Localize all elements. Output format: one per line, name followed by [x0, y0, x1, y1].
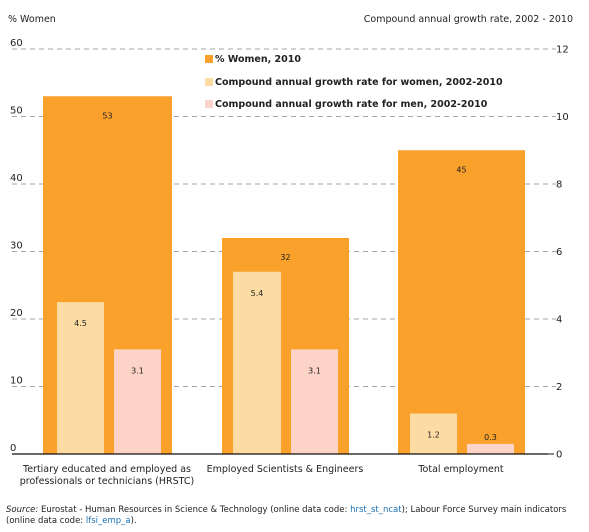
right-tick-label: 4 — [556, 315, 562, 326]
legend-swatch — [205, 55, 213, 63]
right-tick-label: 10 — [556, 112, 569, 123]
left-tick-label: 50 — [10, 106, 23, 117]
left-tick-label: 40 — [10, 173, 23, 184]
left-axis-title: % Women — [8, 14, 56, 25]
category-label: Tertiary educated and employed as — [22, 464, 191, 475]
data-label-women-share: 32 — [280, 253, 290, 262]
left-tick-label: 0 — [10, 443, 16, 454]
source-link-2[interactable]: lfsi_emp_a — [85, 516, 131, 526]
right-tick-label: 0 — [556, 450, 562, 461]
source-text-2: ); Labour Force Survey main indicators — [401, 505, 567, 515]
data-label-women-share: 45 — [456, 165, 466, 174]
source-text-3: (online data code: — [6, 516, 86, 526]
bar-growth-women — [57, 302, 104, 454]
bar-growth-women — [410, 413, 457, 454]
legend-label: % Women, 2010 — [215, 54, 301, 65]
right-tick-label: 8 — [556, 180, 562, 191]
legend-swatch — [205, 100, 213, 108]
bar-growth-men — [467, 443, 514, 454]
left-tick-label: 30 — [10, 241, 23, 252]
source-link-1[interactable]: hrst_st_ncat — [350, 505, 402, 515]
data-label-growth-women: 5.4 — [251, 289, 264, 298]
right-tick-label: 12 — [556, 45, 569, 56]
left-tick-label: 10 — [10, 376, 23, 387]
bar-growth-women — [233, 271, 281, 454]
plot-area: 0 10 20 30 40 50 60 0 2 4 6 8 10 12 53 4.5 3.1 32 5.4 3.1 45… — [10, 38, 569, 487]
data-label-women-share: 53 — [102, 111, 112, 120]
category-label: Total employment — [417, 464, 504, 475]
data-label-growth-women: 1.2 — [427, 431, 440, 440]
legend-label: Compound annual growth rate for women, 2… — [215, 77, 503, 88]
source-note: Source: Eurostat - Human Resources in Sc… — [6, 505, 586, 527]
bar-growth-men — [114, 349, 161, 454]
source-text-1: Eurostat - Human Resources in Science & … — [38, 505, 351, 515]
legend-swatch — [205, 78, 213, 86]
right-axis-title: Compound annual growth rate, 2002 - 2010 — [363, 14, 573, 25]
legend-label: Compound annual growth rate for men, 200… — [215, 99, 488, 110]
source-prefix: Source: — [6, 505, 39, 515]
data-label-growth-men: 3.1 — [131, 366, 144, 375]
bar-women-share — [398, 150, 525, 454]
data-label-growth-men: 3.1 — [308, 366, 321, 375]
right-tick-label: 6 — [556, 247, 562, 258]
left-tick-label: 60 — [10, 38, 23, 49]
data-label-growth-men: 0.3 — [484, 433, 497, 442]
left-tick-label: 20 — [10, 308, 23, 319]
bar-growth-men — [291, 349, 338, 454]
right-tick-label: 2 — [556, 382, 562, 393]
category-label: professionals or technicians (HRSTC) — [20, 476, 194, 487]
data-label-growth-women: 4.5 — [74, 319, 87, 328]
category-label: Employed Scientists & Engineers — [207, 464, 364, 475]
source-text-4: ). — [130, 516, 137, 526]
